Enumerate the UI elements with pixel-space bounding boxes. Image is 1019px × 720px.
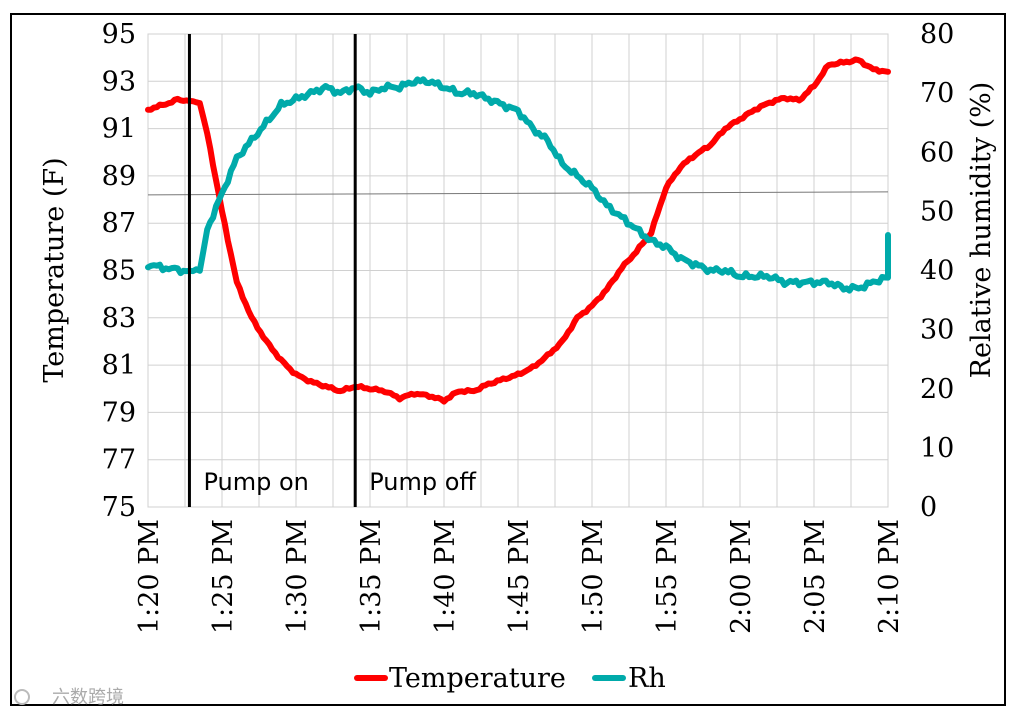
x-tick-label: 1:50 PM xyxy=(578,519,609,634)
y-tick-label: 75 xyxy=(102,492,136,523)
annotation-label-1: Pump on xyxy=(203,468,308,496)
x-tick-label: 1:40 PM xyxy=(430,519,461,634)
legend: Temperature Rh xyxy=(354,663,666,694)
y-tick-label: 85 xyxy=(102,256,136,287)
x-tick-label: 2:00 PM xyxy=(726,519,757,634)
watermark: 六数跨境 xyxy=(14,687,124,708)
x-tick-label: 2:10 PM xyxy=(874,519,905,634)
x-tick-label: 1:55 PM xyxy=(652,519,683,634)
y2-tick-label: 80 xyxy=(920,19,954,50)
y-tick-label: 77 xyxy=(102,445,136,476)
y2-tick-label: 70 xyxy=(920,78,954,109)
y-tick-label: 89 xyxy=(102,161,136,192)
x-tick-label: 1:30 PM xyxy=(282,519,313,634)
watermark-logo-icon xyxy=(14,689,30,705)
y2-tick-label: 50 xyxy=(920,196,954,227)
x-axis-ticks: 1:20 PM 1:25 PM 1:30 PM 1:35 PM 1:40 PM 1:45 … xyxy=(134,519,905,634)
x-tick-label: 1:25 PM xyxy=(208,519,239,634)
y2-tick-label: 60 xyxy=(920,137,954,168)
y-tick-label: 93 xyxy=(102,66,136,97)
y2-tick-label: 20 xyxy=(920,374,954,405)
x-tick-label: 2:05 PM xyxy=(800,519,831,634)
series-line-temperature xyxy=(145,56,891,405)
right-axis-title: Relative humidity (%) xyxy=(966,82,997,379)
annotation-label-2: Pump off xyxy=(369,468,476,496)
y-tick-label: 81 xyxy=(102,350,136,381)
left-axis-ticks: 75 77 79 81 83 85 87 89 91 93 95 xyxy=(102,19,136,523)
left-axis-title: Temperature (F) xyxy=(39,157,70,382)
x-tick-label: 1:20 PM xyxy=(134,519,165,634)
y2-tick-label: 10 xyxy=(920,433,954,464)
gridlines xyxy=(147,33,889,508)
x-tick-label: 1:45 PM xyxy=(504,519,535,634)
y-tick-label: 91 xyxy=(102,114,136,145)
annotation-lines: Pump on Pump off xyxy=(187,34,476,507)
right-axis-ticks: 0 10 20 30 40 50 60 70 80 xyxy=(920,19,954,523)
y2-tick-label: 40 xyxy=(920,256,954,287)
y-tick-label: 79 xyxy=(102,397,136,428)
series-line-rh xyxy=(145,76,891,294)
y2-tick-label: 0 xyxy=(920,492,937,523)
legend-label-temperature: Temperature xyxy=(389,663,566,694)
y-tick-label: 95 xyxy=(102,19,136,50)
y-tick-label: 87 xyxy=(102,208,136,239)
reference-line xyxy=(147,191,889,196)
x-tick-label: 1:35 PM xyxy=(356,519,387,634)
y2-tick-label: 30 xyxy=(920,315,954,346)
watermark-text: 六数跨境 xyxy=(52,687,124,708)
legend-label-rh: Rh xyxy=(628,663,666,694)
y-tick-label: 83 xyxy=(102,303,136,334)
series-layer xyxy=(145,56,891,405)
